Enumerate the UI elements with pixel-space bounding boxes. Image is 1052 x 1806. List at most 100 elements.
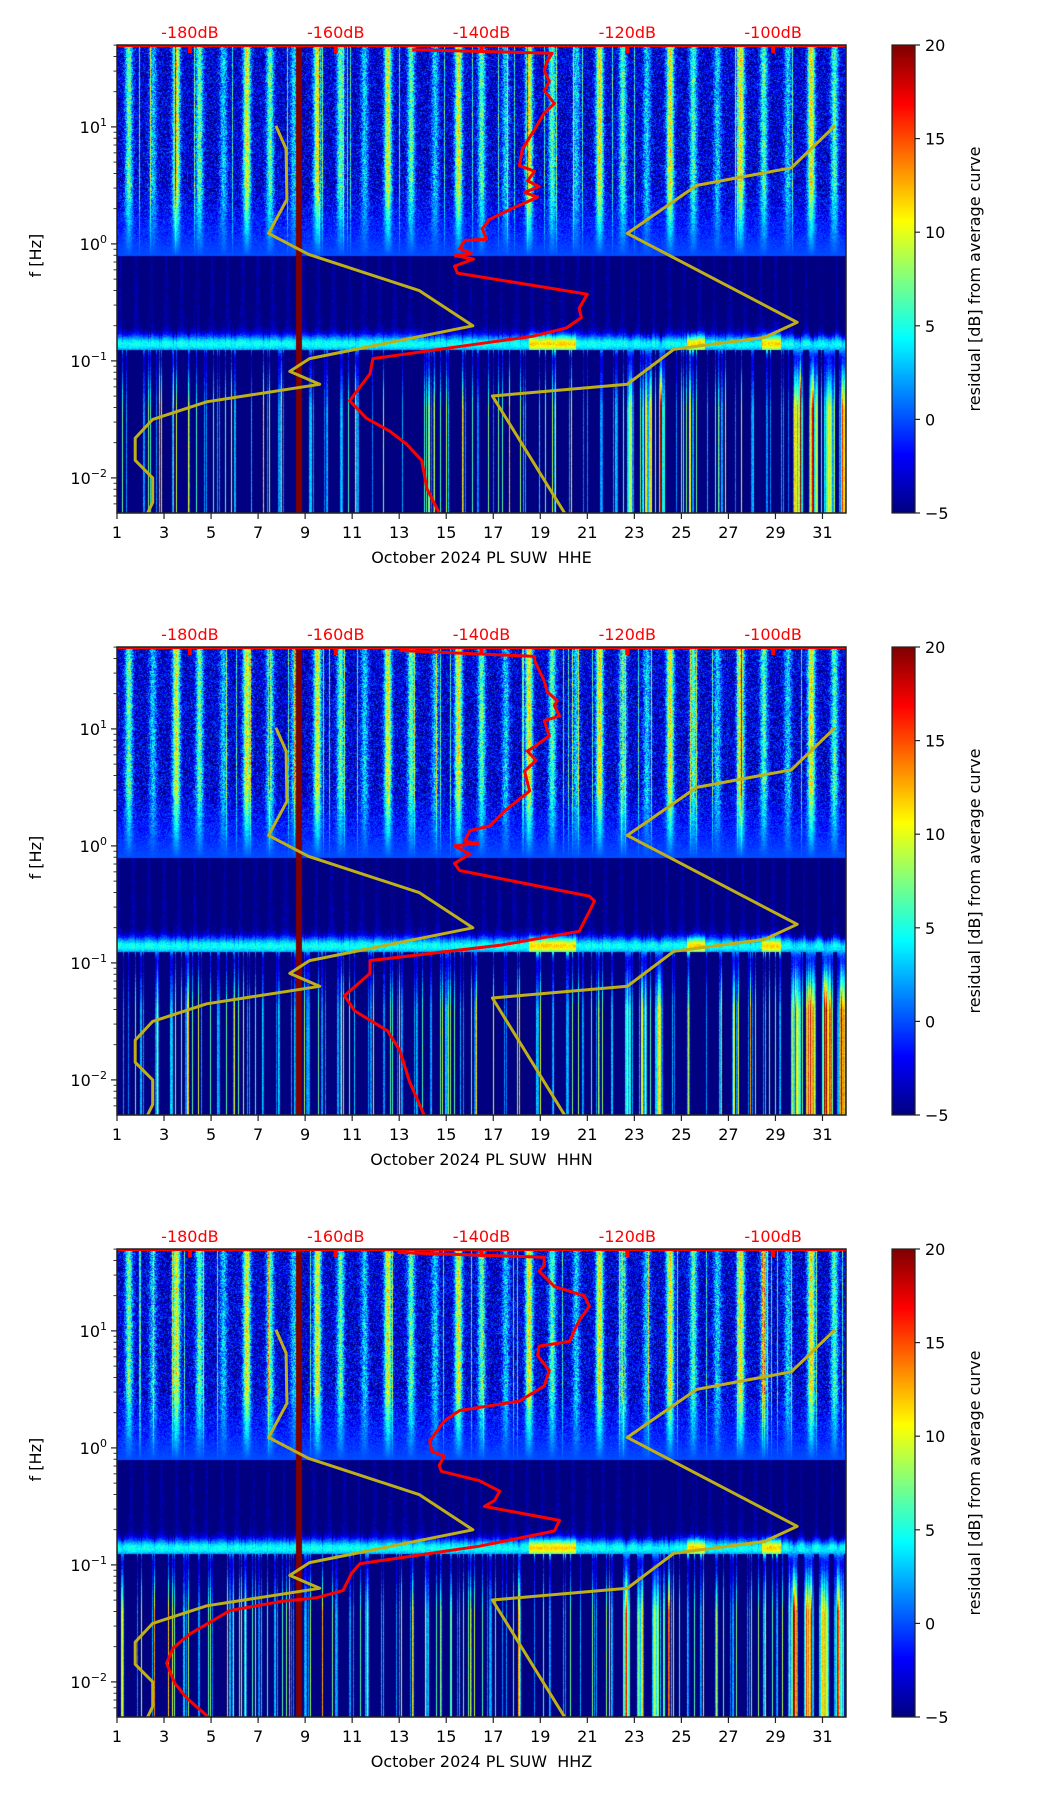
x-tick-label: 1 [112, 1727, 122, 1746]
db-tick-label: -100dB [744, 23, 801, 42]
colorbar-frame [891, 646, 916, 1116]
db-tick [771, 1249, 776, 1257]
colorbar-tick-label: 15 [925, 130, 945, 149]
colorbar-tick-label: 0 [925, 1614, 935, 1633]
colorbar-tick-label: −5 [925, 1708, 949, 1727]
db-tick [771, 45, 776, 53]
colorbar-label: residual [dB] from average curve [965, 1351, 984, 1616]
x-tick-label: 25 [671, 1125, 691, 1144]
colorbar-tick-label: 10 [925, 825, 945, 844]
colorbar-label: residual [dB] from average curve [965, 749, 984, 1014]
x-tick-label: 1 [112, 523, 122, 542]
db-tick [187, 45, 192, 53]
x-tick-label: 9 [300, 523, 310, 542]
colorbar-gradient [892, 45, 915, 513]
db-tick-label: -120dB [599, 625, 656, 644]
colorbar-tick-label: 15 [925, 732, 945, 751]
x-tick-label: 1 [112, 1125, 122, 1144]
db-tick [479, 1249, 484, 1257]
db-tick-label: -120dB [599, 1227, 656, 1246]
plot-frame [116, 646, 847, 1116]
y-tick-label: 10−1 [70, 350, 107, 371]
x-tick-label: 25 [671, 1727, 691, 1746]
colorbar-frame [891, 44, 916, 514]
nlnm-model-curve [133, 727, 475, 1115]
x-tick-label: 27 [718, 1727, 738, 1746]
spectrogram-heatmap [117, 647, 846, 1115]
y-tick-label: 100 [80, 1437, 107, 1458]
db-tick-label: -180dB [161, 625, 218, 644]
colorbar-gradient [892, 1249, 915, 1717]
x-tick-label: 15 [436, 1125, 456, 1144]
x-tick-label: 17 [483, 1125, 503, 1144]
db-tick [625, 1249, 630, 1257]
db-tick [333, 45, 338, 53]
y-tick-label: 101 [80, 116, 107, 137]
x-tick-label: 5 [206, 1727, 216, 1746]
nhnm-model-curve [490, 1328, 837, 1717]
x-tick-label: 5 [206, 523, 216, 542]
colorbar-gradient [892, 647, 915, 1115]
db-tick [479, 647, 484, 655]
x-tick-label: 9 [300, 1125, 310, 1144]
db-tick-label: -180dB [161, 1227, 218, 1246]
psd-curve-red [348, 48, 589, 513]
x-axis-label: October 2024 PL SUW HHZ [371, 1752, 592, 1771]
x-axis-label: October 2024 PL SUW HHN [370, 1150, 592, 1169]
colorbar-tick-label: 5 [925, 919, 935, 938]
x-tick-label: 3 [159, 1125, 169, 1144]
x-tick-label: 3 [159, 523, 169, 542]
colorbar-tick-label: 10 [925, 223, 945, 242]
x-tick-label: 13 [389, 1727, 409, 1746]
x-tick-label: 31 [812, 1125, 832, 1144]
y-tick-label: 10−2 [70, 467, 107, 488]
x-tick-label: 13 [389, 523, 409, 542]
x-tick-label: 5 [206, 1125, 216, 1144]
spectrogram-heatmap [117, 45, 846, 513]
x-tick-label: 17 [483, 523, 503, 542]
x-tick-label: 19 [530, 523, 550, 542]
db-tick [333, 1249, 338, 1257]
y-tick-label: 101 [80, 1320, 107, 1341]
nhnm-model-curve [490, 124, 837, 513]
x-tick-label: 27 [718, 523, 738, 542]
colorbar-tick-label: 15 [925, 1334, 945, 1353]
db-tick [479, 45, 484, 53]
x-tick-label: 27 [718, 1125, 738, 1144]
x-tick-label: 31 [812, 1727, 832, 1746]
x-tick-label: 23 [624, 523, 644, 542]
x-tick-label: 19 [530, 1727, 550, 1746]
db-tick-label: -100dB [744, 1227, 801, 1246]
colorbar-tick-label: −5 [925, 504, 949, 523]
colorbar-tick-label: 20 [925, 638, 945, 657]
colorbar-tick-label: 5 [925, 1521, 935, 1540]
x-tick-label: 9 [300, 1727, 310, 1746]
x-tick-label: 25 [671, 523, 691, 542]
db-tick-label: -100dB [744, 625, 801, 644]
x-tick-label: 17 [483, 1727, 503, 1746]
y-tick-label: 10−2 [70, 1069, 107, 1090]
x-tick-label: 13 [389, 1125, 409, 1144]
db-tick [187, 1249, 192, 1257]
colorbar-frame [891, 1248, 916, 1718]
db-tick-label: -140dB [453, 23, 510, 42]
x-tick-label: 11 [342, 523, 362, 542]
db-tick [625, 647, 630, 655]
colorbar-tick-label: 0 [925, 1012, 935, 1031]
y-tick-label: 10−1 [70, 952, 107, 973]
x-tick-label: 15 [436, 523, 456, 542]
db-tick-label: -160dB [307, 625, 364, 644]
panel-hhe: -180dB -160dB -140dB -120dB -100dB 1 3 5 7 9 11 13 1… [0, 0, 1052, 602]
db-tick-label: -140dB [453, 1227, 510, 1246]
x-tick-label: 29 [765, 523, 785, 542]
nlnm-model-curve [133, 125, 475, 513]
colorbar-tick-label: 10 [925, 1427, 945, 1446]
y-axis-label: f [Hz] [26, 836, 45, 880]
db-tick [771, 647, 776, 655]
panel-hhn: -180dB -160dB -140dB -120dB -100dB 1 3 5 7 9 11 13 1… [0, 602, 1052, 1204]
x-tick-label: 7 [253, 1125, 263, 1144]
x-tick-label: 7 [253, 1727, 263, 1746]
